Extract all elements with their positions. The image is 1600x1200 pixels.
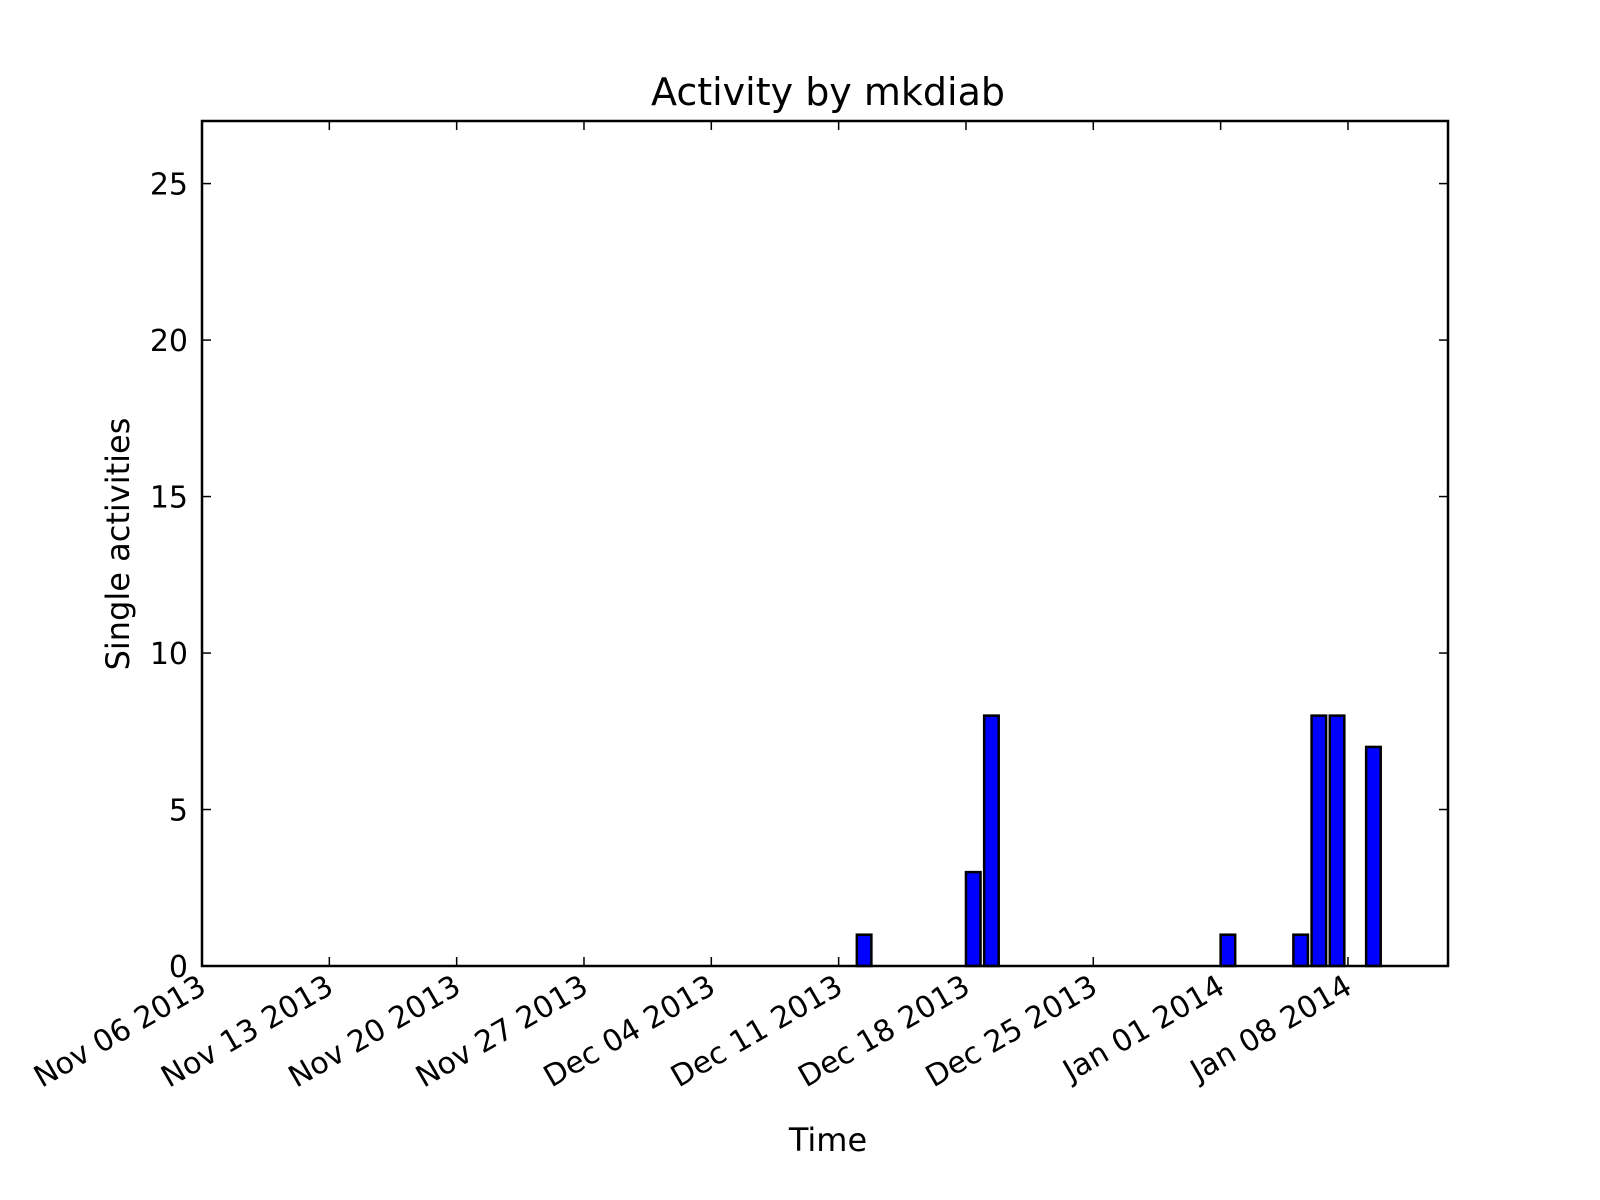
- chart-title: Activity by mkdiab: [651, 70, 1005, 114]
- y-tick-label-20: 20: [150, 324, 188, 359]
- bar-2013-12-12: [855, 933, 873, 968]
- y-tick-label-15: 15: [150, 481, 188, 516]
- bar-2014-01-06: [1310, 714, 1328, 968]
- bar-2014-01-07: [1328, 714, 1346, 968]
- y-tick-label-10: 10: [150, 637, 188, 672]
- bar-2014-01-01: [1219, 933, 1237, 968]
- x-axis-label: Time: [788, 1121, 867, 1159]
- bars: [855, 714, 1382, 968]
- y-tick-label-5: 5: [169, 794, 188, 829]
- bar-2014-01-09: [1364, 745, 1382, 968]
- plot-frame: [200, 119, 1450, 968]
- bar-2013-12-18: [964, 870, 982, 968]
- bar-2013-12-19: [982, 714, 1000, 968]
- y-tick-label-25: 25: [150, 168, 188, 203]
- y-axis-label: Single activities: [99, 418, 137, 671]
- y-tick-label-0: 0: [169, 950, 188, 985]
- bar-2014-01-05: [1292, 933, 1310, 968]
